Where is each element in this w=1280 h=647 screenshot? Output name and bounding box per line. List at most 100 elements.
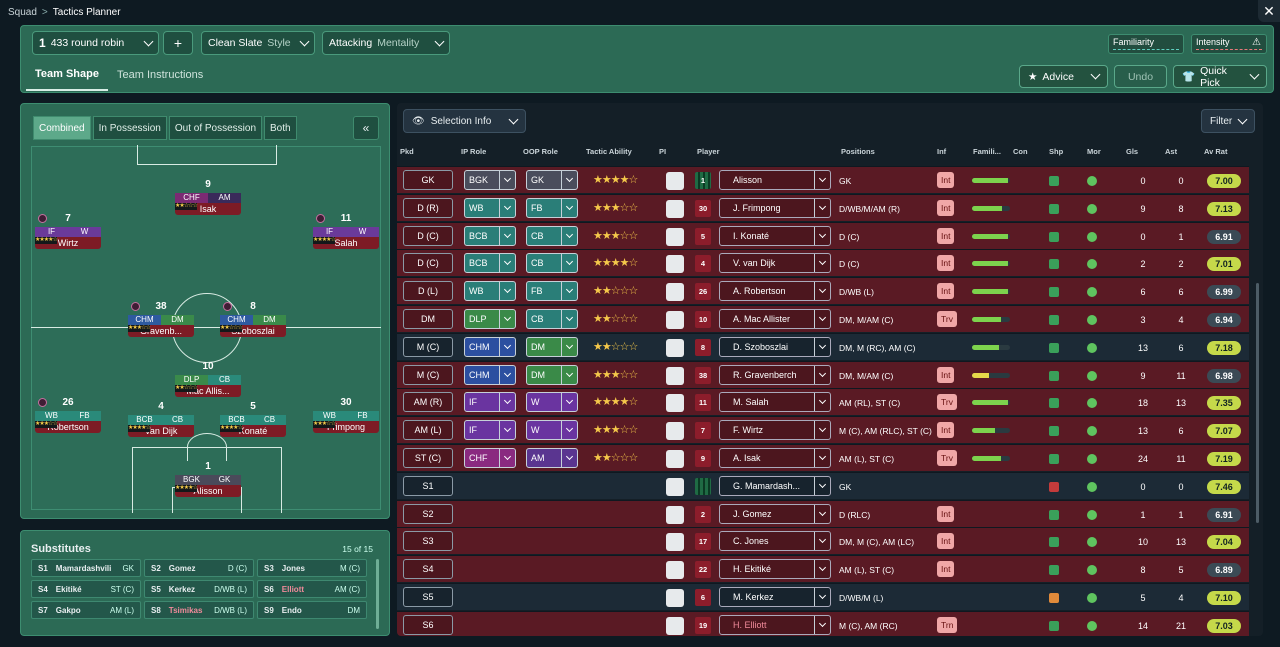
player-instructions-icon[interactable]: [666, 227, 684, 246]
oop-role-dropdown[interactable]: AM: [526, 448, 578, 468]
player-instructions-icon[interactable]: [666, 394, 684, 413]
column-header[interactable]: PI: [659, 147, 667, 156]
ip-role-dropdown[interactable]: CHF: [464, 448, 516, 468]
picked-position[interactable]: S6: [403, 614, 453, 635]
player-dropdown[interactable]: A. Robertson: [719, 281, 831, 302]
substitute-item[interactable]: S3 Jones M (C): [257, 559, 367, 577]
collapse-icon[interactable]: «: [353, 116, 379, 140]
player-instructions-icon[interactable]: [666, 561, 684, 580]
player-dropdown[interactable]: D. Szoboszlai: [719, 336, 831, 357]
player-card-wirtz[interactable]: 7 IF W ★★★★☆ Wirtz: [35, 213, 101, 249]
oop-role-dropdown[interactable]: CB: [526, 253, 578, 274]
ip-role-dropdown[interactable]: IF: [464, 392, 516, 413]
picked-position[interactable]: D (R): [403, 197, 453, 218]
player-dropdown[interactable]: H. Elliott: [719, 614, 831, 635]
picked-position[interactable]: D (L): [403, 281, 453, 302]
column-header[interactable]: Ast: [1165, 147, 1178, 156]
player-instructions-icon[interactable]: [666, 616, 684, 635]
selection-info-dropdown[interactable]: 👁 Selection Info: [403, 109, 526, 133]
substitute-item[interactable]: S6 Elliott AM (C): [257, 580, 367, 598]
player-dropdown[interactable]: V. van Dijk: [719, 253, 831, 274]
picked-position[interactable]: AM (L): [403, 420, 453, 441]
tactic-selector[interactable]: 1 433 round robin: [32, 31, 159, 55]
ip-role-dropdown[interactable]: CHM: [464, 364, 516, 385]
player-instructions-icon[interactable]: [666, 255, 684, 274]
oop-role-dropdown[interactable]: DM: [526, 364, 578, 385]
player-card-szoboszlai[interactable]: 8 CHM DM ★★☆☆☆ Szoboszlai: [220, 301, 286, 337]
player-dropdown[interactable]: R. Gravenberch: [719, 364, 831, 385]
substitute-item[interactable]: S9 Endo DM: [257, 601, 367, 619]
player-dropdown[interactable]: I. Konaté: [719, 225, 831, 246]
scrollbar[interactable]: [376, 559, 379, 629]
table-row[interactable]: D (C) BCB CB ★★★★☆ 4 V. van Dijk D (C) Int 2 2 7.0…: [397, 249, 1249, 277]
player-dropdown[interactable]: A. Mac Allister: [719, 309, 831, 329]
substitute-item[interactable]: S7 Gakpo AM (L): [31, 601, 141, 619]
player-instructions-icon[interactable]: [666, 283, 684, 302]
player-dropdown[interactable]: H. Ekitiké: [719, 559, 831, 580]
picked-position[interactable]: D (C): [403, 253, 453, 274]
oop-role-dropdown[interactable]: GK: [526, 170, 578, 190]
player-instructions-icon[interactable]: [666, 311, 684, 329]
oop-role-dropdown[interactable]: FB: [526, 197, 578, 218]
column-header[interactable]: Player: [697, 147, 720, 156]
add-tactic-button[interactable]: +: [163, 31, 193, 55]
table-row[interactable]: S3 17 C. Jones DM, M (C), AM (LC) Int 10 13 7.0…: [397, 527, 1249, 555]
picked-position[interactable]: D (C): [403, 225, 453, 246]
table-row[interactable]: M (C) CHM DM ★★★☆☆ 38 R. Gravenberch DM, M/AM …: [397, 360, 1249, 388]
oop-role-dropdown[interactable]: W: [526, 392, 578, 413]
picked-position[interactable]: ST (C): [403, 448, 453, 468]
column-header[interactable]: Tactic Ability: [586, 147, 632, 156]
ip-role-dropdown[interactable]: BGK: [464, 170, 516, 190]
oop-role-dropdown[interactable]: DM: [526, 336, 578, 357]
ip-role-dropdown[interactable]: BCB: [464, 225, 516, 246]
player-dropdown[interactable]: M. Kerkez: [719, 587, 831, 607]
table-row[interactable]: M (C) CHM DM ★★☆☆☆ 8 D. Szoboszlai DM, M (RC),…: [397, 332, 1249, 360]
quick-pick-button[interactable]: 👕 Quick Pick: [1173, 65, 1267, 89]
filter-dropdown[interactable]: Filter: [1201, 109, 1255, 133]
picked-position[interactable]: GK: [403, 170, 453, 190]
column-header[interactable]: Pkd: [400, 147, 414, 156]
substitute-item[interactable]: S2 Gomez D (C): [144, 559, 254, 577]
column-header[interactable]: Inf: [937, 147, 947, 156]
table-row[interactable]: S4 22 H. Ekitiké AM (L), ST (C) Int 8 5 6.89: [397, 555, 1249, 583]
table-row[interactable]: S1 G. Mamardash... GK 0 0 7.46: [397, 471, 1249, 499]
player-dropdown[interactable]: M. Salah: [719, 392, 831, 413]
player-card-salah[interactable]: 11 IF W ★★★★☆ Salah: [313, 213, 379, 249]
oop-role-dropdown[interactable]: CB: [526, 309, 578, 329]
style-selector[interactable]: Clean Slate Style: [201, 31, 315, 55]
advice-button[interactable]: ★ Advice: [1019, 65, 1108, 88]
column-header[interactable]: Gls: [1126, 147, 1139, 156]
player-card-alisson[interactable]: 1 BGK GK ★★★★☆ Alisson: [175, 461, 241, 497]
substitute-item[interactable]: S1 Mamardashvili GK: [31, 559, 141, 577]
player-card-gravenberch[interactable]: 38 CHM DM ★★★☆☆ Gravenb...: [128, 301, 194, 337]
picked-position[interactable]: S5: [403, 587, 453, 607]
ip-role-dropdown[interactable]: DLP: [464, 309, 516, 329]
undo-button[interactable]: Undo: [1114, 65, 1167, 88]
player-instructions-icon[interactable]: [666, 450, 684, 468]
player-instructions-icon[interactable]: [666, 366, 684, 385]
picked-position[interactable]: M (C): [403, 336, 453, 357]
view-out-of-possession[interactable]: Out of Possession: [168, 116, 263, 140]
table-row[interactable]: GK BGK GK ★★★★☆ 1 Alisson GK Int 0 0 7.00: [397, 166, 1249, 193]
player-instructions-icon[interactable]: [666, 172, 684, 190]
player-instructions-icon[interactable]: [666, 533, 684, 552]
tab-team-instructions[interactable]: Team Instructions: [117, 69, 204, 81]
substitute-item[interactable]: S5 Kerkez D/WB (L): [144, 580, 254, 598]
column-header[interactable]: IP Role: [461, 147, 487, 156]
player-dropdown[interactable]: Alisson: [719, 170, 831, 190]
player-instructions-icon[interactable]: [666, 422, 684, 441]
oop-role-dropdown[interactable]: FB: [526, 281, 578, 302]
table-scrollbar[interactable]: [1256, 283, 1259, 523]
view-in-possession[interactable]: In Possession: [92, 116, 167, 140]
mentality-selector[interactable]: Attacking Mentality: [322, 31, 450, 55]
player-card-robertson[interactable]: 26 WB FB ★★★☆☆ Robertson: [35, 397, 101, 433]
column-header[interactable]: Mor: [1087, 147, 1101, 156]
player-card-frimpong[interactable]: 30 WB FB ★★★☆☆ Frimpong: [313, 397, 379, 433]
view-combined[interactable]: Combined: [33, 116, 91, 140]
substitute-item[interactable]: S8 Tsimikas D/WB (L): [144, 601, 254, 619]
table-row[interactable]: ST (C) CHF AM ★★☆☆☆ 9 A. Isak AM (L), ST (C) Tr…: [397, 444, 1249, 471]
player-card-vandijk[interactable]: 4 BCB CB ★★★★☆ Van Dijk: [128, 401, 194, 437]
oop-role-dropdown[interactable]: CB: [526, 225, 578, 246]
table-row[interactable]: S6 19 H. Elliott M (C), AM (RC) Trn 14 21 7.03: [397, 610, 1249, 636]
player-dropdown[interactable]: C. Jones: [719, 531, 831, 552]
